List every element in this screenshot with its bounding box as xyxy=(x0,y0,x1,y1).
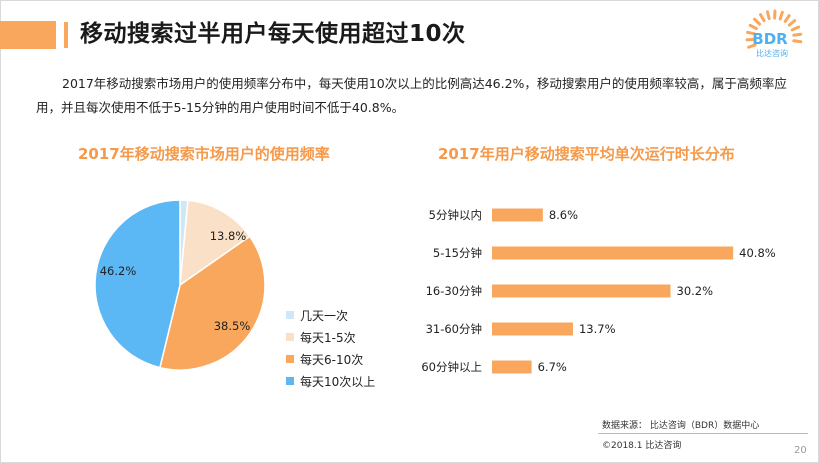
logo-ray xyxy=(792,32,803,37)
bar-data-label: 8.6% xyxy=(549,208,578,222)
bar xyxy=(492,208,543,222)
pie-data-label: 13.8% xyxy=(210,229,247,243)
logo-ray xyxy=(792,39,803,44)
logo-sun-icon xyxy=(745,9,803,49)
bar-chart-title: 2017年用户移动搜索平均单次运行时长分布 xyxy=(438,145,735,163)
legend-item: 每天6-10次 xyxy=(286,348,375,370)
bar-category-label: 16-30分钟 xyxy=(426,284,482,298)
page-title: 移动搜索过半用户每天使用超过10次 xyxy=(80,21,466,47)
legend-label: 几天一次 xyxy=(300,308,349,323)
legend-item: 每天10次以上 xyxy=(286,370,375,392)
logo-ray xyxy=(747,43,757,49)
bar-category-label: 31-60分钟 xyxy=(426,322,482,336)
pie-slice xyxy=(158,235,266,371)
legend-label: 每天6-10次 xyxy=(300,352,364,367)
pie-chart: 1.5%13.8%38.5%46.2% xyxy=(94,199,266,371)
legend-swatch xyxy=(286,333,294,341)
bar xyxy=(492,322,573,336)
title-accent-line xyxy=(64,22,68,48)
bar-data-label: 40.8% xyxy=(739,246,776,260)
bar-data-label: 30.2% xyxy=(677,284,714,298)
logo-ray xyxy=(765,10,771,21)
copyright: ©2018.1 比达咨询 xyxy=(602,441,682,451)
bar-data-label: 13.7% xyxy=(579,322,616,336)
footer-divider xyxy=(598,433,808,434)
intro-paragraph: 2017年移动搜索市场用户的使用频率分布中，每天使用10次以上的比例高达46.2… xyxy=(36,76,787,115)
logo-ray xyxy=(778,10,784,21)
bar-chart: 5分钟以内 8.6% 5-15分钟 40.8% 16-30分钟 30.2% 31-60分钟 1… xyxy=(421,208,776,374)
legend-swatch xyxy=(286,311,294,319)
bdr-logo: BDR 比达咨询 xyxy=(744,8,804,62)
logo-subtext: 比达咨询 xyxy=(756,49,788,58)
data-source: 数据来源： 比达咨询（BDR）数据中心 xyxy=(602,421,760,431)
logo-ray xyxy=(759,13,766,23)
logo-ray xyxy=(787,19,797,27)
legend-item: 每天1-5次 xyxy=(286,326,375,348)
bar xyxy=(492,284,671,298)
legend-label: 每天10次以上 xyxy=(300,374,376,389)
pie-data-label: 46.2% xyxy=(100,264,137,278)
legend-swatch xyxy=(286,377,294,385)
bar-category-label: 60分钟以上 xyxy=(421,360,482,374)
logo-ray xyxy=(746,30,756,36)
pie-chart-title: 2017年移动搜索市场用户的使用频率 xyxy=(78,145,330,163)
logo-ray xyxy=(748,23,758,31)
pie-data-label: 38.5% xyxy=(214,319,251,333)
page-number: 20 xyxy=(794,445,807,456)
logo-ray xyxy=(790,25,801,32)
logo-ray xyxy=(783,14,791,23)
bar xyxy=(492,360,532,374)
logo-text: BDR xyxy=(752,30,788,48)
bar xyxy=(492,246,734,260)
pie-slice xyxy=(94,199,181,369)
bar-data-label: 6.7% xyxy=(538,360,567,374)
legend-item: 几天一次 xyxy=(286,304,375,326)
bar-category-label: 5-15分钟 xyxy=(433,246,482,260)
legend-label: 每天1-5次 xyxy=(300,330,356,345)
pie-legend: 几天一次 每天1-5次 每天6-10次 每天10次以上 xyxy=(286,304,375,392)
title-accent-bar xyxy=(0,21,56,49)
legend-swatch xyxy=(286,355,294,363)
pie-slice xyxy=(179,199,251,287)
bar-category-label: 5分钟以内 xyxy=(429,208,482,222)
logo-ray xyxy=(753,17,762,26)
